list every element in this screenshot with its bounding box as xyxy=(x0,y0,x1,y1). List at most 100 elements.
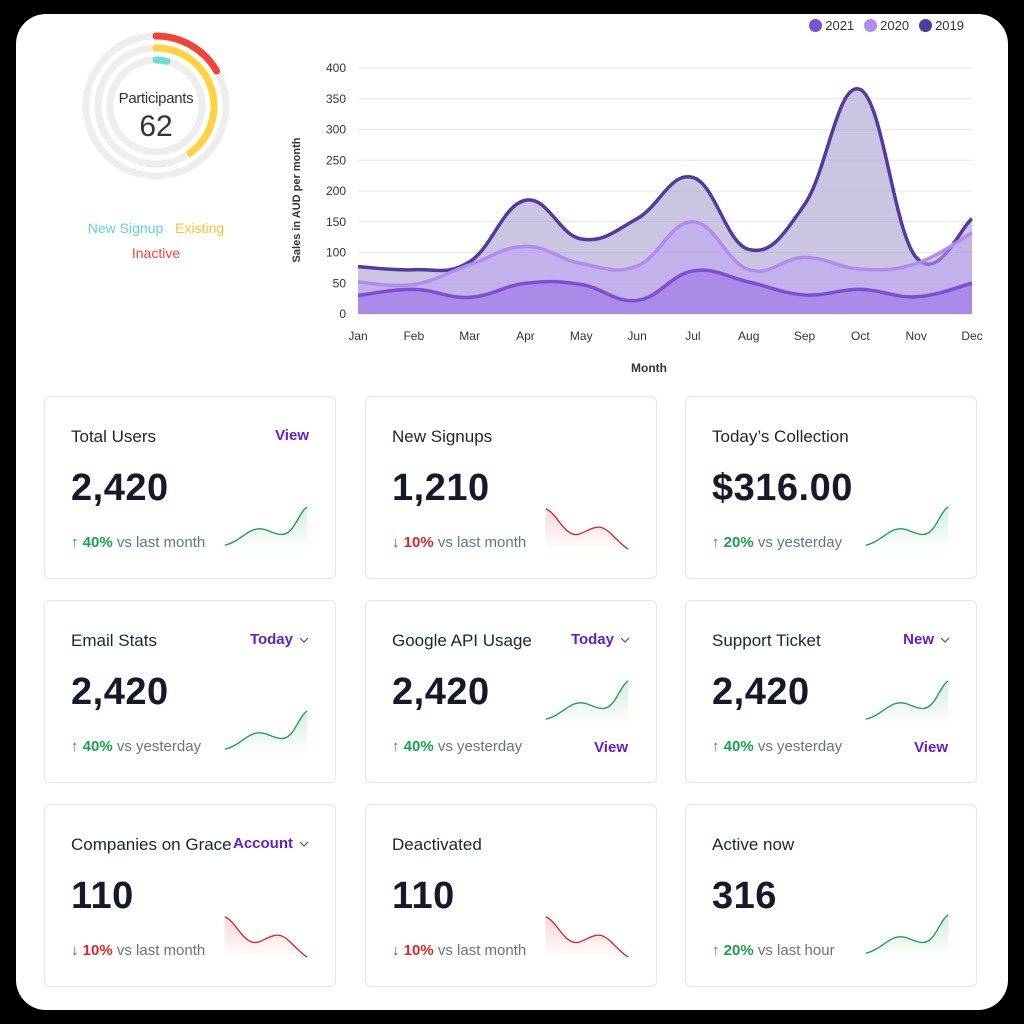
series-line-2021[interactable] xyxy=(357,268,973,303)
legend-new-signup[interactable]: New Signup xyxy=(87,220,164,236)
card-period-dropdown[interactable]: New xyxy=(903,631,950,648)
x-tick-label: Apr xyxy=(516,329,535,343)
card-value: 2,420 xyxy=(71,467,169,509)
stat-card: Support Ticket New 2,420 ↑ 40% vs yesterday… xyxy=(685,600,977,783)
card-view-link[interactable]: View xyxy=(275,427,309,444)
y-tick-label: 250 xyxy=(326,153,346,167)
legend-dot-2019 xyxy=(919,19,933,32)
y-tick-label: 0 xyxy=(339,307,346,321)
card-action-label: Today xyxy=(249,631,293,648)
card-delta: ↓ 10% vs last month xyxy=(392,534,526,551)
card-delta-percent: 40% xyxy=(82,738,113,755)
card-delta-text: vs yesterday xyxy=(757,534,843,551)
card-delta-text: vs last month xyxy=(437,942,527,959)
card-delta-percent: 40% xyxy=(403,738,434,755)
sparkline-up xyxy=(224,710,308,755)
card-value: $316.00 xyxy=(712,467,853,509)
legend-dot-2020 xyxy=(864,19,878,32)
y-tick-label: 50 xyxy=(333,276,347,290)
card-value: 2,420 xyxy=(71,671,169,713)
card-delta-text: vs last month xyxy=(116,534,206,551)
card-value: 110 xyxy=(392,875,455,917)
chevron-down-icon xyxy=(299,637,309,643)
y-tick-label: 350 xyxy=(326,92,346,106)
series-line-2019[interactable] xyxy=(357,87,974,273)
x-tick-label: Sep xyxy=(794,329,816,343)
arrow-down-icon: ↓ xyxy=(71,942,79,959)
sparkline-up xyxy=(865,680,949,725)
card-delta: ↓ 10% vs last month xyxy=(392,942,526,959)
card-value: 110 xyxy=(71,875,134,917)
chart-legend: 2021 2020 2019 xyxy=(809,18,964,33)
card-value: 2,420 xyxy=(392,671,490,713)
card-delta: ↑ 40% vs yesterday xyxy=(71,738,201,755)
sparkline-down xyxy=(224,916,308,959)
sales-area-chart: Jan Feb Mar Apr May Jun Jul Aug Sep Oct Nov Dec 0 50… xyxy=(291,61,983,375)
card-delta-text: vs yesterday xyxy=(437,738,523,755)
card-delta-percent: 20% xyxy=(723,534,754,551)
card-delta-text: vs yesterday xyxy=(757,738,843,755)
x-tick-label: May xyxy=(570,329,593,343)
card-delta: ↓ 10% vs last month xyxy=(71,942,205,959)
legend-inactive[interactable]: Inactive xyxy=(131,245,181,261)
card-delta: ↑ 40% vs last month xyxy=(71,534,205,551)
card-title: Today’s Collection xyxy=(712,427,849,446)
area-fill-2021 xyxy=(358,270,972,314)
sparkline-down xyxy=(545,508,629,551)
stat-card: Active now 316 ↑ 20% vs last hour xyxy=(685,804,977,987)
series-line-2020[interactable] xyxy=(357,219,973,288)
card-action-label: Account xyxy=(233,835,293,852)
arrow-down-icon: ↓ xyxy=(392,942,400,959)
sparkline-down xyxy=(545,916,629,959)
donut-legend: New Signup Existing Inactive xyxy=(56,216,256,266)
legend-label-2019: 2019 xyxy=(935,18,964,33)
chart-y-axis-label: Sales in AUD per month xyxy=(291,137,303,262)
card-title: Companies on Grace xyxy=(71,835,232,854)
card-delta: ↑ 40% vs yesterday xyxy=(712,738,842,755)
card-delta-text: vs last month xyxy=(437,534,527,551)
legend-dot-2021 xyxy=(809,19,823,32)
card-delta: ↑ 20% vs yesterday xyxy=(712,534,842,551)
x-tick-label: Jan xyxy=(348,329,367,343)
legend-existing[interactable]: Existing xyxy=(175,220,225,236)
y-tick-label: 200 xyxy=(326,184,346,198)
dashboard-frame: Participants 62 New Signup Existing Inac… xyxy=(16,14,1008,1010)
card-delta-text: vs last hour xyxy=(757,942,835,959)
x-tick-label: Feb xyxy=(403,329,424,343)
x-tick-label: Mar xyxy=(459,329,480,343)
card-delta-percent: 40% xyxy=(82,534,113,551)
arrow-up-icon: ↑ xyxy=(71,534,79,551)
card-title: Support Ticket xyxy=(712,631,821,650)
stat-card: New Signups 1,210 ↓ 10% vs last month xyxy=(365,396,657,579)
donut-arc-inactive xyxy=(152,32,221,75)
card-period-dropdown[interactable]: Today xyxy=(250,631,309,648)
card-delta: ↑ 40% vs yesterday xyxy=(392,738,522,755)
card-delta-percent: 20% xyxy=(723,942,754,959)
card-delta-percent: 10% xyxy=(82,942,113,959)
donut-label: Participants xyxy=(118,90,194,107)
sparkline-up xyxy=(865,506,949,551)
x-tick-label: Nov xyxy=(906,329,927,343)
card-period-dropdown[interactable]: Today xyxy=(571,631,630,648)
stat-card: Companies on Grace Account 110 ↓ 10% vs las… xyxy=(44,804,336,987)
stat-card: Today’s Collection $316.00 ↑ 20% vs yester… xyxy=(685,396,977,579)
y-tick-label: 100 xyxy=(326,246,346,260)
card-period-dropdown[interactable]: Account xyxy=(233,835,309,852)
card-delta-percent: 40% xyxy=(723,738,754,755)
card-view-link[interactable]: View xyxy=(914,739,948,756)
x-tick-label: Dec xyxy=(961,329,982,343)
legend-item-2019[interactable]: 2019 xyxy=(919,18,964,33)
stat-card: Google API Usage Today 2,420 ↑ 40% vs yeste… xyxy=(365,600,657,783)
legend-item-2020[interactable]: 2020 xyxy=(864,18,909,33)
card-view-link[interactable]: View xyxy=(594,739,628,756)
y-tick-label: 150 xyxy=(326,215,346,229)
card-action-label: New xyxy=(903,631,934,648)
legend-label-2021: 2021 xyxy=(825,18,855,33)
donut-arc-existing xyxy=(152,44,218,157)
card-value: 2,420 xyxy=(712,671,810,713)
x-tick-label: Oct xyxy=(851,329,870,343)
legend-item-2021[interactable]: 2021 xyxy=(809,18,854,33)
card-delta-percent: 10% xyxy=(403,534,434,551)
card-delta-text: vs last month xyxy=(116,942,206,959)
arrow-down-icon: ↓ xyxy=(392,534,400,551)
